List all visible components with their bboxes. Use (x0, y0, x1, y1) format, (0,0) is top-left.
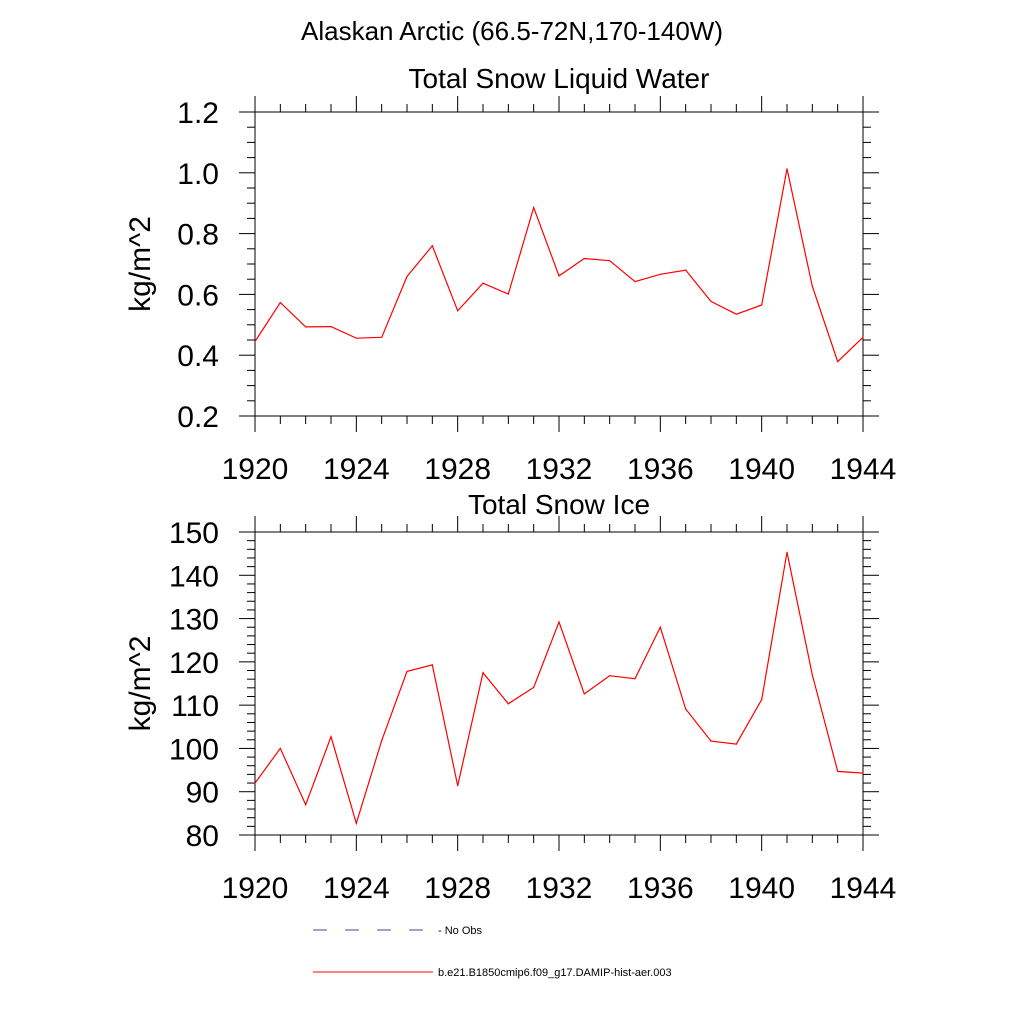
data-point (381, 740, 383, 742)
data-point (279, 302, 281, 304)
legend-label: b.e21.B1850cmip6.f09_g17.DAMIP-hist-aer.… (438, 967, 672, 979)
x-tick-label: 1944 (830, 453, 897, 486)
y-tick-label: 0.8 (177, 219, 219, 252)
data-point (659, 273, 661, 275)
data-point (685, 269, 687, 271)
data-point (761, 304, 763, 306)
y-tick-label: 120 (169, 647, 219, 680)
data-point (735, 743, 737, 745)
y-tick-label: 100 (169, 733, 219, 766)
data-point (482, 282, 484, 284)
data-point (761, 698, 763, 701)
data-point (837, 360, 839, 363)
y-axis-label: kg/m^2 (124, 636, 157, 732)
x-tick-label: 1944 (830, 872, 897, 905)
y-tick-label: 0.6 (177, 279, 219, 312)
data-point (710, 740, 712, 742)
x-tick-label: 1940 (728, 453, 795, 486)
data-point (583, 257, 585, 260)
panel-title: Total Snow Liquid Water (409, 63, 710, 94)
x-tick-label: 1920 (222, 872, 289, 905)
data-point (583, 693, 585, 695)
y-tick-label: 150 (169, 517, 219, 550)
data-point (533, 206, 535, 209)
x-tick-label: 1940 (728, 872, 795, 905)
x-tick-label: 1920 (222, 453, 289, 486)
data-point (305, 326, 307, 328)
x-tick-label: 1928 (424, 872, 491, 905)
data-point (634, 678, 636, 680)
data-point (457, 310, 459, 312)
data-point (457, 785, 459, 787)
plot-frame (254, 111, 864, 417)
y-tick-label: 0.2 (177, 401, 219, 434)
data-point (330, 736, 332, 738)
data-point (811, 674, 813, 676)
y-tick-label: 140 (169, 560, 219, 593)
y-tick-label: 0.4 (177, 340, 219, 373)
data-point (381, 336, 383, 338)
y-tick-label: 1.0 (177, 158, 219, 191)
figure-title: Alaskan Arctic (66.5-72N,170-140W) (301, 16, 723, 46)
data-point (558, 621, 560, 623)
data-point (558, 275, 560, 277)
data-point (609, 260, 611, 262)
data-point (634, 281, 636, 283)
panel-snow-liquid-water: Total Snow Liquid Water kg/m^2 1920 1924 192… (124, 63, 896, 486)
y-tick-label: 130 (169, 604, 219, 637)
data-point (355, 337, 357, 339)
data-point (431, 664, 433, 666)
panel-title: Total Snow Ice (468, 489, 650, 520)
data-point (355, 822, 357, 824)
data-point (685, 708, 687, 710)
x-tick-label: 1932 (526, 453, 593, 486)
panel-snow-ice: Total Snow Ice kg/m^2 1920 1924 1928 1932 1936… (124, 489, 896, 905)
data-point (862, 336, 864, 338)
y-axis-label: kg/m^2 (124, 216, 157, 312)
legend-label: - No Obs (438, 925, 483, 937)
data-point (735, 313, 737, 315)
data-point (254, 340, 256, 343)
data-point (710, 300, 712, 302)
data-point (786, 168, 788, 170)
data-point (406, 275, 408, 278)
data-point (482, 672, 484, 674)
data-point (406, 670, 408, 672)
x-tick-label: 1924 (323, 453, 390, 486)
x-tick-label: 1932 (526, 872, 593, 905)
series-line (254, 168, 864, 363)
x-tick-label: 1924 (323, 872, 390, 905)
data-point (837, 770, 839, 772)
data-point (254, 782, 256, 784)
x-tick-label: 1928 (424, 453, 491, 486)
data-point (330, 326, 332, 328)
y-tick-label: 90 (186, 777, 219, 810)
x-tick-label: 1936 (627, 872, 694, 905)
y-tick-label: 1.2 (177, 97, 219, 130)
data-point (507, 293, 509, 295)
y-tick-label: 110 (171, 690, 219, 723)
data-point (533, 686, 535, 688)
data-point (862, 772, 864, 774)
y-tick-label: 80 (186, 820, 219, 853)
data-point (811, 285, 813, 287)
data-point (609, 675, 611, 677)
data-point (431, 245, 433, 247)
data-point (786, 551, 788, 553)
data-point (507, 703, 509, 705)
legend: - No Obs b.e21.B1850cmip6.f09_g17.DAMIP-h… (313, 925, 672, 979)
x-tick-label: 1936 (627, 453, 694, 486)
data-point (305, 804, 307, 806)
data-point (279, 747, 281, 750)
series-line (254, 552, 864, 826)
data-point (659, 626, 661, 628)
